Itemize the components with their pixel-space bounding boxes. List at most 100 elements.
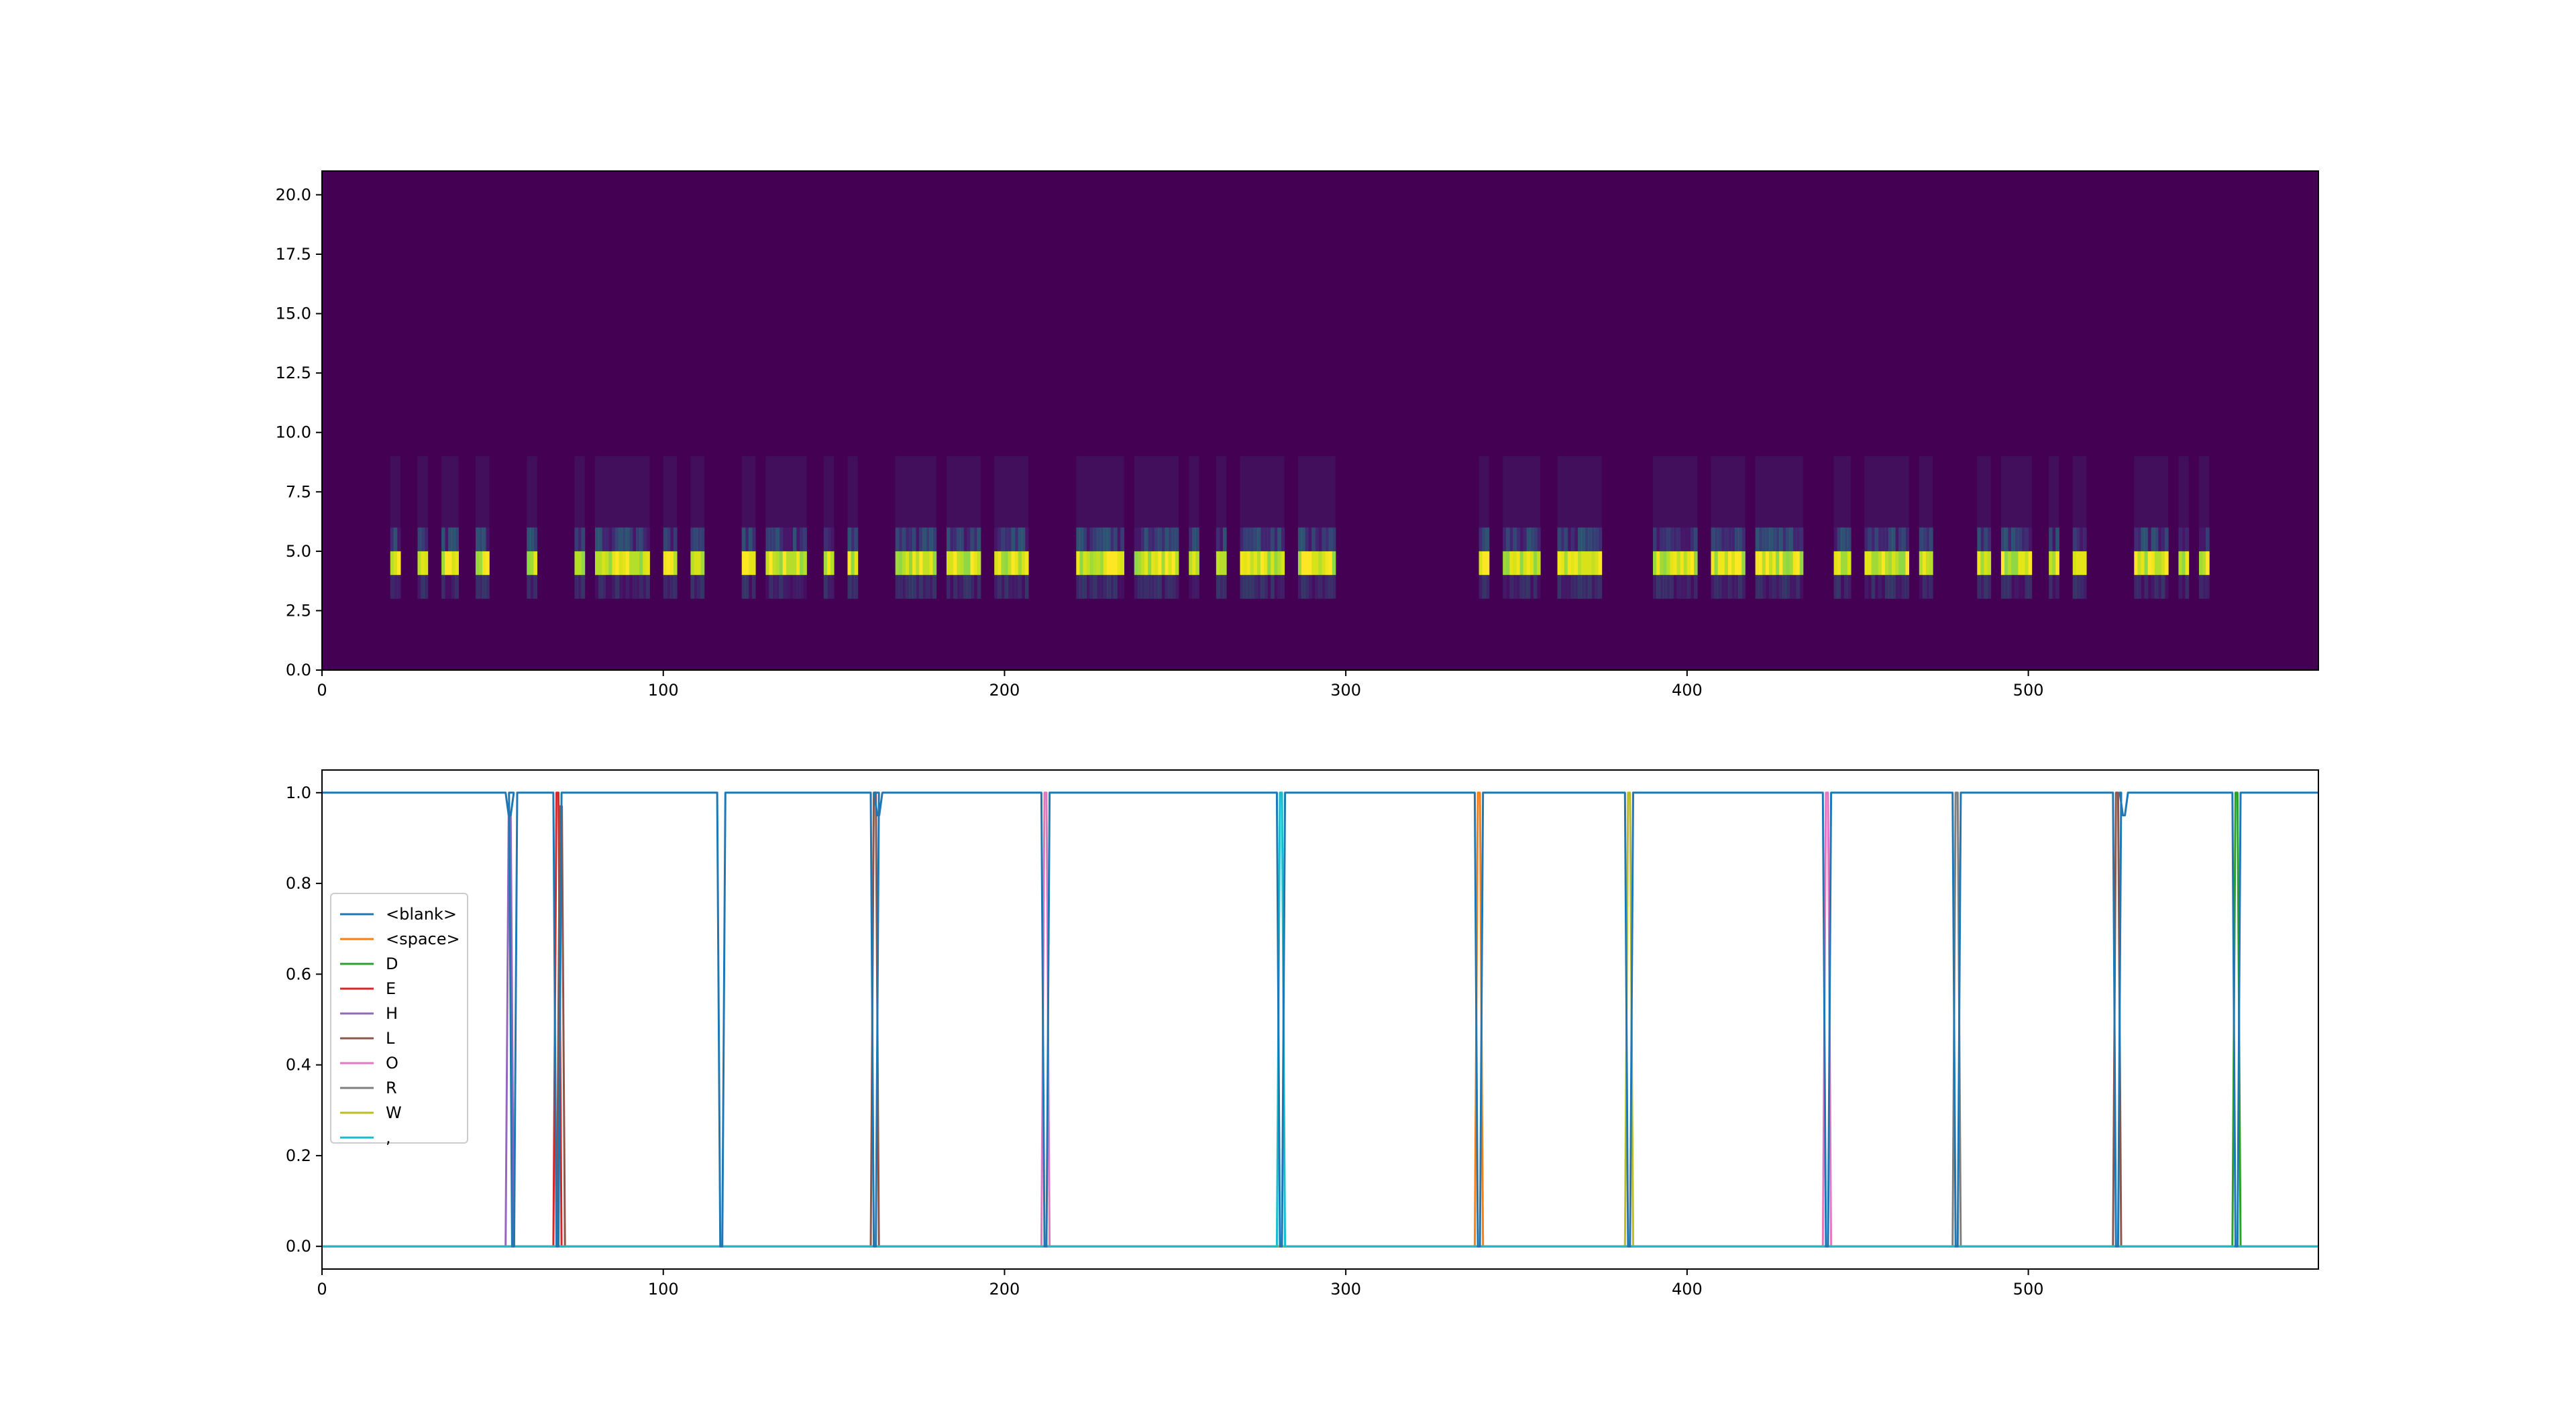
heatmap-cell	[1833, 456, 1851, 528]
heatmap-cell	[2015, 575, 2019, 599]
heatmap-cell	[533, 527, 537, 551]
heatmap-cell	[803, 527, 807, 551]
heatmap-cell	[663, 527, 667, 551]
heatmap-cell	[1591, 551, 1596, 575]
heatmap-cell	[1666, 575, 1670, 599]
heatmap-cell	[2079, 527, 2084, 551]
heatmap-cell	[1219, 575, 1224, 599]
heatmap-cell	[1271, 575, 1275, 599]
heatmap-cell	[786, 527, 790, 551]
heatmap-cell	[2141, 575, 2145, 599]
heatmap-cell	[1786, 527, 1790, 551]
heatmap-cell	[847, 527, 852, 551]
heatmap-cell	[1727, 575, 1732, 599]
heatmap-cell	[1680, 575, 1684, 599]
heatmap-cell	[1089, 551, 1094, 575]
heatmap-cell	[946, 456, 981, 528]
heatmap-cell	[1537, 551, 1541, 575]
heatmap-cell	[895, 575, 900, 599]
heatmap-cell	[830, 551, 835, 575]
heatmap-cell	[1714, 527, 1719, 551]
heatmap-cell	[898, 527, 903, 551]
heatmap-cell	[1250, 527, 1254, 551]
heatmap-cell	[527, 456, 537, 528]
heatmap-cell	[1256, 551, 1261, 575]
heatmap-cell	[847, 456, 858, 528]
heatmap-cell	[1987, 527, 1992, 551]
heatmap-cell	[417, 456, 428, 528]
heatmap-cell	[690, 527, 695, 551]
heatmap-cell	[1557, 575, 1562, 599]
heatmap-cell	[448, 575, 452, 599]
heatmap-cell	[690, 551, 695, 575]
heatmap-cell	[1253, 551, 1258, 575]
y-tick-label: 17.5	[276, 245, 311, 264]
heatmap-cell	[1578, 551, 1582, 575]
heatmap-cell	[1083, 575, 1087, 599]
heatmap-cell	[1557, 456, 1602, 528]
legend-label: W	[386, 1103, 402, 1122]
heatmap-cell	[905, 575, 910, 599]
heatmap-cell	[669, 527, 674, 551]
heatmap-cell	[1673, 575, 1678, 599]
heatmap-cell	[1768, 527, 1773, 551]
heatmap-cell	[1878, 551, 1882, 575]
heatmap-cell	[574, 456, 585, 528]
heatmap-cell	[2028, 551, 2033, 575]
heatmap-cell	[854, 527, 859, 551]
heatmap-cell	[2165, 527, 2169, 551]
heatmap-cell	[1168, 575, 1173, 599]
heatmap-cell	[581, 551, 586, 575]
heatmap-cell	[1281, 527, 1285, 551]
heatmap-cell	[1001, 551, 1005, 575]
heatmap-cell	[1117, 527, 1121, 551]
heatmap-cell	[1711, 575, 1715, 599]
heatmap-cell	[578, 575, 582, 599]
heatmap-cell	[1656, 575, 1660, 599]
heatmap-cell	[1332, 551, 1336, 575]
heatmap-cell	[581, 527, 586, 551]
heatmap-cell	[2072, 527, 2077, 551]
heatmap-cell	[527, 527, 531, 551]
heatmap-cell	[1871, 527, 1876, 551]
heatmap-cell	[482, 551, 486, 575]
legend-label: O	[386, 1054, 398, 1073]
heatmap-cell	[1526, 551, 1531, 575]
heatmap-cell	[1089, 527, 1094, 551]
heatmap-cell	[1523, 575, 1527, 599]
heatmap-cell	[1902, 527, 1906, 551]
heatmap-cell	[475, 456, 490, 528]
heatmap-cell	[1837, 527, 1841, 551]
heatmap-cell	[619, 527, 623, 551]
heatmap-cell	[1847, 575, 1851, 599]
heatmap-cell	[1189, 575, 1193, 599]
heatmap-cell	[1888, 527, 1892, 551]
heatmap-cell	[1564, 575, 1568, 599]
heatmap-cell	[1192, 527, 1196, 551]
heatmap-cell	[1666, 551, 1670, 575]
heatmap-cell	[1001, 575, 1005, 599]
heatmap-cell	[1598, 575, 1603, 599]
heatmap-cell	[1274, 575, 1278, 599]
heatmap-cell	[1253, 527, 1258, 551]
heatmap-cell	[1533, 527, 1538, 551]
heatmap-cell	[800, 575, 804, 599]
heatmap-cell	[905, 527, 910, 551]
heatmap-cell	[772, 527, 777, 551]
heatmap-cell	[1690, 575, 1695, 599]
heatmap-cell	[1868, 527, 1872, 551]
heatmap-cell	[912, 551, 916, 575]
heatmap-cell	[1776, 551, 1780, 575]
heatmap-cell	[619, 551, 623, 575]
heatmap-cell	[1864, 456, 1909, 528]
heatmap-cell	[663, 575, 667, 599]
heatmap-cell	[1260, 575, 1265, 599]
heatmap-cell	[1482, 575, 1487, 599]
heatmap-cell	[1557, 527, 1562, 551]
legend-label: E	[386, 979, 396, 998]
heatmap-cell	[970, 575, 975, 599]
heatmap-cell	[1878, 527, 1882, 551]
heatmap-x-ticks: 0 100 200 300 400 500	[317, 670, 2043, 700]
heatmap-cell	[1503, 527, 1507, 551]
heatmap-cell	[1322, 575, 1326, 599]
